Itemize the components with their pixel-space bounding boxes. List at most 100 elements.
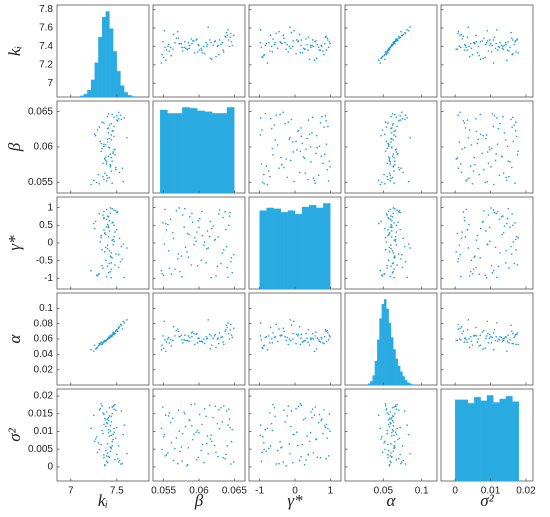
scatter-point <box>106 138 109 141</box>
scatter-point <box>387 122 389 124</box>
scatter-point <box>110 415 113 418</box>
scatter-point <box>463 122 466 124</box>
scatter-point <box>399 453 402 456</box>
scatter-point <box>496 49 499 51</box>
scatter-point <box>169 338 172 341</box>
scatter-point <box>316 146 319 149</box>
scatter-point <box>105 218 108 221</box>
scatter-point <box>485 276 488 279</box>
scatter-point <box>473 156 476 159</box>
scatter-point <box>268 170 270 172</box>
scatter-point <box>509 226 511 228</box>
scatter-point <box>394 235 397 238</box>
scatter-point <box>103 229 105 231</box>
scatter-point <box>302 340 305 343</box>
scatter-point <box>390 141 392 143</box>
scatter-point <box>509 338 511 341</box>
scatter-point <box>492 332 495 334</box>
scatter-point <box>292 151 295 153</box>
scatter-point <box>503 44 506 47</box>
scatter-point <box>179 42 181 45</box>
scatter-point <box>278 167 280 170</box>
scatter-point <box>216 265 219 268</box>
scatter-point <box>494 246 497 249</box>
scatter-point <box>389 275 392 278</box>
scatter-point <box>315 40 317 42</box>
scatter-point <box>289 339 292 342</box>
scatter-point <box>279 113 281 116</box>
scatter-point <box>490 166 492 168</box>
histogram-bar <box>370 381 373 386</box>
scatter-point <box>284 335 286 338</box>
scatter-point <box>165 454 168 456</box>
scatter-point <box>162 406 164 408</box>
y-tick-label: 0.06 <box>34 142 54 153</box>
scatter-point <box>218 209 221 211</box>
scatter-point <box>111 207 113 210</box>
scatter-point <box>489 39 491 41</box>
scatter-point <box>183 46 185 49</box>
scatter-point <box>498 338 501 341</box>
scatter-point <box>485 134 488 136</box>
scatter-point <box>470 340 473 343</box>
scatter-point <box>107 225 110 227</box>
scatter-point <box>278 328 280 330</box>
scatter-point <box>506 350 508 353</box>
scatter-point <box>390 236 393 238</box>
panel <box>248 4 342 98</box>
scatter-point <box>393 256 395 258</box>
scatter-point <box>292 461 294 464</box>
scatter-point <box>290 324 293 327</box>
scatter-point <box>391 415 394 417</box>
scatter-point <box>476 341 479 343</box>
scatter-point <box>323 335 326 338</box>
scatter-point <box>295 342 297 345</box>
scatter-point <box>117 266 120 269</box>
scatter-point <box>177 253 180 255</box>
scatter-point <box>486 151 489 153</box>
scatter-point <box>460 338 462 341</box>
scatter-point <box>102 412 104 414</box>
scatter-point <box>174 41 176 44</box>
scatter-point <box>326 437 329 439</box>
scatter-point <box>387 229 389 231</box>
scatter-point <box>289 137 291 139</box>
scatter-point <box>492 183 495 186</box>
scatter-point <box>384 405 387 407</box>
scatter-point <box>112 129 114 132</box>
scatter-point <box>220 336 222 339</box>
scatter-point <box>509 161 511 163</box>
scatter-point <box>492 348 495 351</box>
scatter-point <box>203 408 206 410</box>
scatter-point <box>190 332 193 334</box>
scatter-point <box>471 272 474 275</box>
scatter-point <box>104 259 107 262</box>
scatter-point <box>113 427 115 430</box>
scatter-point <box>510 324 512 327</box>
scatter-point <box>486 40 489 42</box>
scatter-point <box>516 264 519 266</box>
scatter-point <box>493 36 496 38</box>
scatter-point <box>492 125 495 128</box>
scatter-point <box>113 240 115 243</box>
scatter-point <box>393 41 395 44</box>
scatter-point <box>383 173 385 176</box>
scatter-point <box>478 345 481 347</box>
scatter-point <box>390 247 392 250</box>
scatter-point <box>397 409 400 412</box>
scatter-point <box>106 177 109 179</box>
scatter-point <box>283 37 285 39</box>
scatter-point <box>324 329 327 331</box>
scatter-point <box>497 127 500 130</box>
scatter-point <box>314 406 316 408</box>
scatter-point <box>302 156 305 158</box>
scatter-point <box>384 272 386 275</box>
scatter-point <box>222 405 225 407</box>
scatter-point <box>470 259 473 262</box>
scatter-point <box>492 209 495 211</box>
y-tick-label: 0.065 <box>28 106 53 117</box>
scatter-point <box>216 422 219 425</box>
scatter-point <box>162 41 164 43</box>
scatter-point <box>496 29 498 31</box>
scatter-point <box>232 34 235 37</box>
